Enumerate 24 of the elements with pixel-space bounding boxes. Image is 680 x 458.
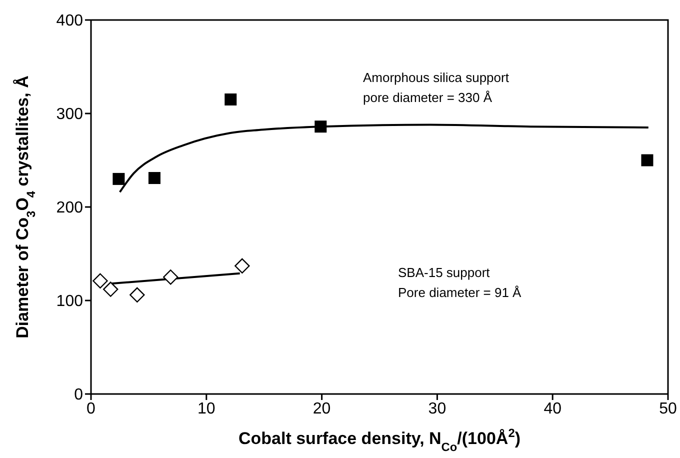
point	[234, 258, 250, 274]
x-tick-label: 0	[86, 400, 96, 418]
y-tick-label: 200	[56, 200, 84, 217]
y-tick-label: 400	[56, 12, 84, 30]
x-axis-title: Cobalt surface density, N$_{Co}$/(100Å$^{2}$)	[238, 426, 520, 454]
point	[92, 273, 108, 288]
x-tick-label: 30	[428, 400, 446, 418]
y-tick-label: 100	[56, 293, 84, 310]
point	[224, 93, 237, 106]
y-tick-label: 0	[74, 386, 84, 404]
annotation: SBA-15 support Pore diameter = 91 Å	[398, 264, 522, 302]
point	[641, 154, 654, 166]
point	[112, 172, 125, 185]
x-tick-label: 40	[544, 400, 562, 418]
annotation: Amorphous silica support pore diameter = 330 Å	[363, 69, 509, 107]
y-tick-label: 300	[56, 106, 84, 124]
x-tick-label: 50	[659, 400, 677, 418]
point	[103, 282, 118, 297]
point	[148, 172, 160, 184]
x-tick-label: 10	[198, 400, 216, 418]
x-tick-label: 20	[312, 400, 331, 418]
point	[130, 287, 145, 302]
point	[314, 120, 327, 133]
point	[163, 270, 178, 285]
